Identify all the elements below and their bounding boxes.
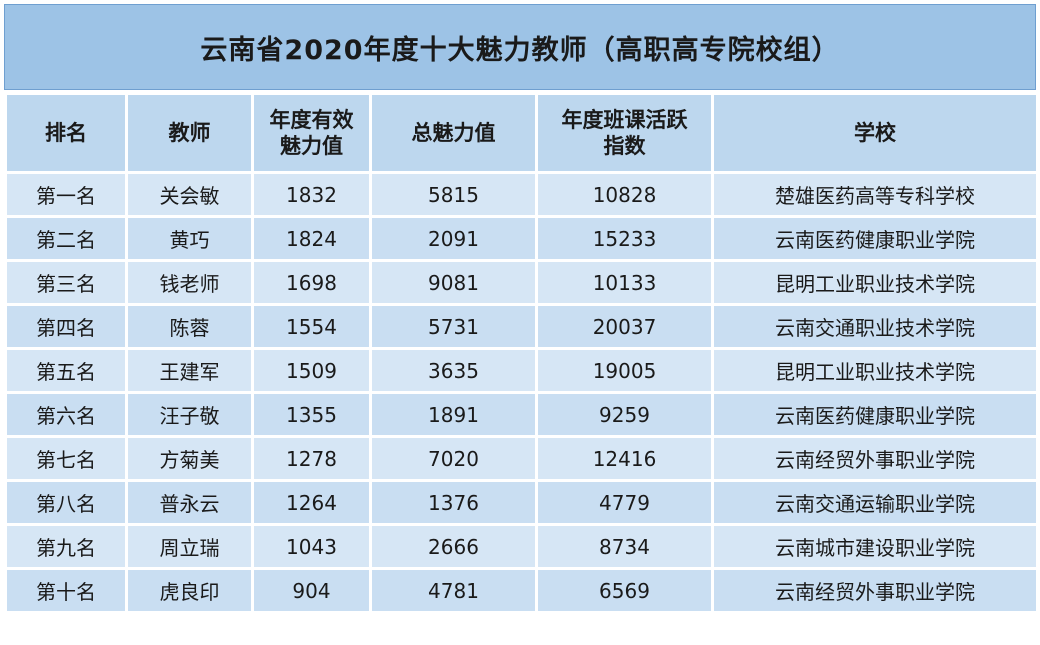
table-row: 第八名 普永云 1264 1376 4779 云南交通运输职业学院 <box>4 479 1039 526</box>
teacher-cell: 钱老师 <box>125 259 254 306</box>
total-charm-cell: 5815 <box>369 171 538 218</box>
header-teacher: 教师 <box>125 92 254 174</box>
rank-cell: 第八名 <box>4 479 128 526</box>
activity-index-cell: 4779 <box>535 479 714 526</box>
total-charm-cell: 4781 <box>369 567 538 614</box>
annual-charm-cell: 1824 <box>251 215 372 262</box>
activity-index-cell: 15233 <box>535 215 714 262</box>
header-annual-charm: 年度有效魅力值 <box>251 92 372 174</box>
annual-charm-cell: 1509 <box>251 347 372 394</box>
total-charm-cell: 9081 <box>369 259 538 306</box>
teacher-cell: 陈蓉 <box>125 303 254 350</box>
school-cell: 云南城市建设职业学院 <box>711 523 1039 570</box>
annual-charm-cell: 1698 <box>251 259 372 306</box>
header-school: 学校 <box>711 92 1039 174</box>
rank-cell: 第七名 <box>4 435 128 482</box>
ranking-table: 排名 教师 年度有效魅力值 总魅力值 年度班课活跃指数 学校 第一名 关会敏 183… <box>4 92 1039 614</box>
teacher-cell: 王建军 <box>125 347 254 394</box>
school-cell: 云南交通运输职业学院 <box>711 479 1039 526</box>
annual-charm-cell: 1264 <box>251 479 372 526</box>
total-charm-cell: 2091 <box>369 215 538 262</box>
ranking-table-container: 云南省2020年度十大魅力教师（高职高专院校组） 排名 教师 年度有效魅力值 总… <box>4 4 1039 642</box>
header-row: 排名 教师 年度有效魅力值 总魅力值 年度班课活跃指数 学校 <box>4 92 1039 174</box>
activity-index-cell: 10828 <box>535 171 714 218</box>
school-cell: 云南医药健康职业学院 <box>711 215 1039 262</box>
total-charm-cell: 5731 <box>369 303 538 350</box>
activity-index-cell: 10133 <box>535 259 714 306</box>
header-total-charm: 总魅力值 <box>369 92 538 174</box>
teacher-cell: 虎良印 <box>125 567 254 614</box>
rank-cell: 第二名 <box>4 215 128 262</box>
teacher-cell: 黄巧 <box>125 215 254 262</box>
table-row: 第二名 黄巧 1824 2091 15233 云南医药健康职业学院 <box>4 215 1039 262</box>
total-charm-cell: 1376 <box>369 479 538 526</box>
table-row: 第九名 周立瑞 1043 2666 8734 云南城市建设职业学院 <box>4 523 1039 570</box>
table-row: 第十名 虎良印 904 4781 6569 云南经贸外事职业学院 <box>4 567 1039 614</box>
school-cell: 云南经贸外事职业学院 <box>711 567 1039 614</box>
teacher-cell: 关会敏 <box>125 171 254 218</box>
total-charm-cell: 7020 <box>369 435 538 482</box>
total-charm-cell: 3635 <box>369 347 538 394</box>
teacher-cell: 周立瑞 <box>125 523 254 570</box>
activity-index-cell: 6569 <box>535 567 714 614</box>
table-row: 第六名 汪子敬 1355 1891 9259 云南医药健康职业学院 <box>4 391 1039 438</box>
annual-charm-cell: 1043 <box>251 523 372 570</box>
table-title: 云南省2020年度十大魅力教师（高职高专院校组） <box>4 4 1036 90</box>
rank-cell: 第四名 <box>4 303 128 350</box>
table-row: 第三名 钱老师 1698 9081 10133 昆明工业职业技术学院 <box>4 259 1039 306</box>
school-cell: 楚雄医药高等专科学校 <box>711 171 1039 218</box>
activity-index-cell: 20037 <box>535 303 714 350</box>
school-cell: 昆明工业职业技术学院 <box>711 347 1039 394</box>
school-cell: 云南经贸外事职业学院 <box>711 435 1039 482</box>
rank-cell: 第六名 <box>4 391 128 438</box>
table-row: 第五名 王建军 1509 3635 19005 昆明工业职业技术学院 <box>4 347 1039 394</box>
teacher-cell: 普永云 <box>125 479 254 526</box>
table-row: 第七名 方菊美 1278 7020 12416 云南经贸外事职业学院 <box>4 435 1039 482</box>
total-charm-cell: 1891 <box>369 391 538 438</box>
annual-charm-cell: 1355 <box>251 391 372 438</box>
header-activity-index: 年度班课活跃指数 <box>535 92 714 174</box>
total-charm-cell: 2666 <box>369 523 538 570</box>
annual-charm-cell: 1278 <box>251 435 372 482</box>
school-cell: 昆明工业职业技术学院 <box>711 259 1039 306</box>
teacher-cell: 汪子敬 <box>125 391 254 438</box>
school-cell: 云南医药健康职业学院 <box>711 391 1039 438</box>
rank-cell: 第三名 <box>4 259 128 306</box>
teacher-cell: 方菊美 <box>125 435 254 482</box>
rank-cell: 第九名 <box>4 523 128 570</box>
activity-index-cell: 9259 <box>535 391 714 438</box>
rank-cell: 第五名 <box>4 347 128 394</box>
rank-cell: 第十名 <box>4 567 128 614</box>
activity-index-cell: 19005 <box>535 347 714 394</box>
table-row: 第四名 陈蓉 1554 5731 20037 云南交通职业技术学院 <box>4 303 1039 350</box>
activity-index-cell: 12416 <box>535 435 714 482</box>
annual-charm-cell: 1832 <box>251 171 372 218</box>
annual-charm-cell: 1554 <box>251 303 372 350</box>
annual-charm-cell: 904 <box>251 567 372 614</box>
header-rank: 排名 <box>4 92 128 174</box>
school-cell: 云南交通职业技术学院 <box>711 303 1039 350</box>
table-row: 第一名 关会敏 1832 5815 10828 楚雄医药高等专科学校 <box>4 171 1039 218</box>
rank-cell: 第一名 <box>4 171 128 218</box>
activity-index-cell: 8734 <box>535 523 714 570</box>
